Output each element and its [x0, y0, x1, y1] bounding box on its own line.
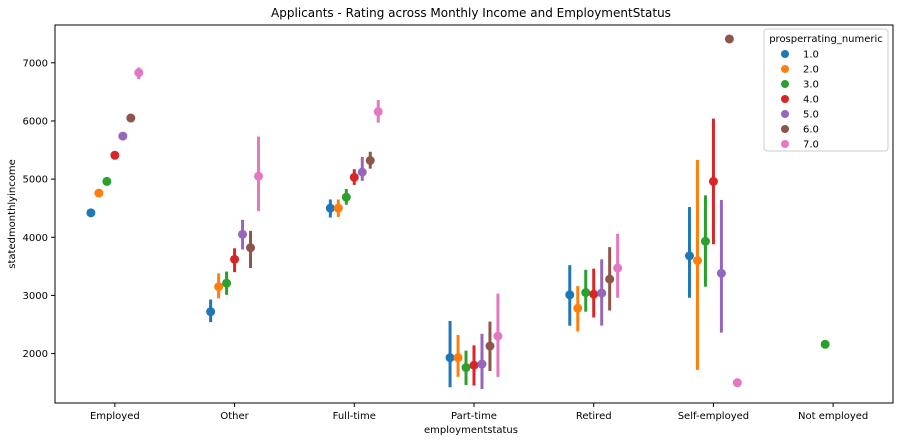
- x-axis: Employed Other Full-time Part-time Retired Se…: [90, 403, 868, 422]
- x-tick-label: Other: [220, 411, 249, 422]
- legend: prosperrating_numeric 1.0 2.0 3.0 4.0 5.0 6.0…: [763, 28, 889, 152]
- data-point: [700, 236, 710, 246]
- data-point: [246, 243, 256, 253]
- x-tick-label: Part-time: [451, 411, 497, 422]
- series-7.0: [134, 67, 742, 388]
- data-point: [485, 341, 495, 351]
- data-point: [461, 363, 471, 373]
- y-axis-label: statedmonthlyincome: [7, 159, 18, 268]
- legend-label: 2.0: [803, 65, 819, 76]
- series-2.0: [94, 159, 702, 377]
- data-point: [565, 290, 575, 300]
- data-point: [86, 208, 96, 218]
- y-tick-label: 7000: [23, 58, 48, 69]
- data-point: [126, 113, 136, 123]
- data-point: [110, 150, 120, 160]
- x-tick-label: Retired: [576, 411, 612, 422]
- data-point: [613, 263, 623, 273]
- legend-marker: [781, 50, 789, 58]
- x-tick-label: Full-time: [333, 411, 376, 422]
- legend-marker: [781, 110, 789, 118]
- data-point: [333, 203, 343, 213]
- x-axis-label: employmentstatus: [424, 425, 518, 436]
- data-point: [325, 203, 335, 213]
- y-tick-label: 6000: [23, 116, 48, 127]
- data-point: [692, 256, 702, 266]
- legend-box: [763, 28, 889, 152]
- data-point: [222, 278, 232, 288]
- legend-label: 6.0: [803, 125, 819, 136]
- data-point: [708, 176, 718, 186]
- series-4.0: [110, 118, 718, 386]
- data-point: [341, 192, 351, 202]
- legend-label: 7.0: [803, 140, 819, 151]
- y-tick-label: 5000: [23, 175, 48, 186]
- data-point: [357, 167, 367, 177]
- series-1.0: [86, 199, 694, 388]
- data-point: [597, 288, 607, 298]
- data-point: [349, 172, 359, 182]
- data-point: [605, 274, 615, 284]
- data-point: [581, 288, 591, 298]
- data-point: [732, 378, 742, 388]
- y-tick-label: 3000: [23, 291, 48, 302]
- data-point: [373, 107, 383, 117]
- legend-marker: [781, 80, 789, 88]
- data-point: [477, 359, 487, 369]
- y-axis: 2000 3000 4000 5000 6000 7000: [23, 58, 55, 360]
- data-point: [238, 229, 248, 239]
- data-point: [453, 353, 463, 363]
- series-5.0: [118, 131, 726, 390]
- y-tick-label: 2000: [23, 349, 48, 360]
- data-point: [469, 360, 479, 370]
- series-6.0: [126, 34, 734, 372]
- x-tick-label: Not employed: [798, 411, 868, 422]
- legend-label: 1.0: [803, 50, 819, 61]
- legend-marker: [781, 125, 789, 133]
- legend-marker: [781, 140, 789, 148]
- data-point: [445, 353, 455, 363]
- x-tick-label: Self-employed: [678, 411, 749, 422]
- data-point: [493, 331, 503, 341]
- legend-label: 3.0: [803, 80, 819, 91]
- data-point: [94, 188, 104, 198]
- data-point: [724, 34, 734, 44]
- data-point: [206, 307, 216, 317]
- data-point: [254, 171, 264, 181]
- chart-title: Applicants - Rating across Monthly Incom…: [271, 6, 671, 20]
- legend-label: 5.0: [803, 110, 819, 121]
- data-point: [214, 282, 224, 292]
- data-point: [573, 303, 583, 313]
- data-point: [820, 339, 830, 349]
- legend-label: 4.0: [803, 95, 819, 106]
- data-point: [589, 289, 599, 299]
- legend-marker: [781, 95, 789, 103]
- data-point: [365, 155, 375, 165]
- data-point: [230, 254, 240, 264]
- legend-title: prosperrating_numeric: [769, 34, 883, 45]
- legend-marker: [781, 65, 789, 73]
- data-point: [102, 176, 112, 186]
- series-3.0: [102, 176, 830, 385]
- data-point: [118, 131, 128, 141]
- data-point: [716, 268, 726, 278]
- data-point: [134, 68, 144, 78]
- y-tick-label: 4000: [23, 233, 48, 244]
- x-tick-label: Employed: [90, 411, 140, 422]
- data-point: [684, 251, 694, 261]
- series-layer: [86, 34, 830, 390]
